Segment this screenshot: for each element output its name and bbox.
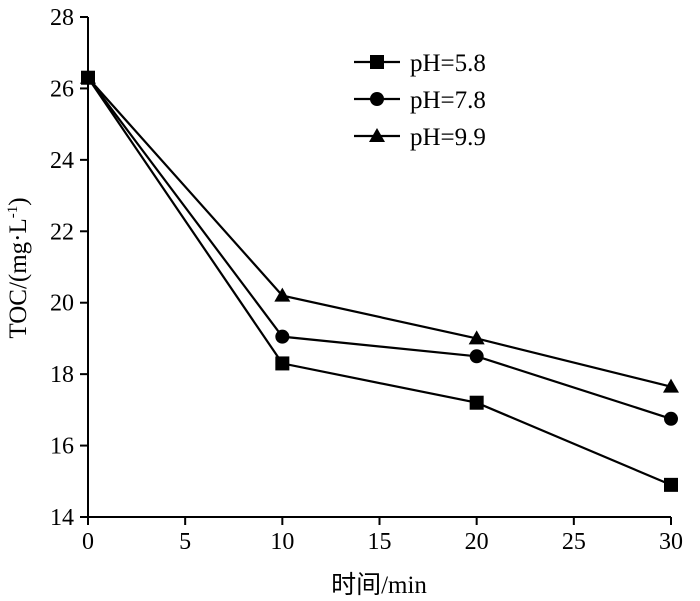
legend-label: pH=5.8 bbox=[410, 50, 486, 77]
y-tick-label: 28 bbox=[50, 5, 74, 31]
x-axis-label: 时间/min bbox=[331, 571, 427, 599]
series-layer bbox=[80, 69, 679, 492]
x-tick-label: 10 bbox=[270, 529, 294, 555]
y-tick-label: 16 bbox=[50, 434, 74, 460]
x-tick-label: 30 bbox=[659, 529, 683, 555]
axes bbox=[87, 17, 671, 518]
data-point-circle bbox=[469, 349, 484, 364]
data-point-circle bbox=[664, 411, 678, 426]
y-tick-label: 14 bbox=[50, 505, 74, 531]
legend-label: pH=7.8 bbox=[410, 87, 486, 114]
x-tick-label: 5 bbox=[179, 529, 191, 555]
y-axis-label: TOC/(mg·L-1) bbox=[5, 197, 32, 338]
y-axis-label-superscript: -1 bbox=[5, 206, 21, 219]
series-line bbox=[87, 76, 672, 388]
data-point-square bbox=[275, 356, 290, 371]
x-tick-label: 0 bbox=[82, 529, 94, 555]
legend-marker-circle bbox=[370, 92, 384, 106]
series-square bbox=[81, 70, 678, 492]
x-ticks: 0 5 10 15 20 25 30 bbox=[82, 517, 683, 555]
data-point-circle bbox=[275, 329, 290, 344]
series-line bbox=[87, 77, 672, 486]
y-tick-label: 26 bbox=[50, 76, 74, 102]
y-tick-label: 18 bbox=[50, 362, 74, 388]
y-tick-label: 20 bbox=[50, 291, 74, 317]
y-tick-label: 24 bbox=[50, 148, 74, 174]
series-circle bbox=[81, 70, 678, 426]
y-axis-label-close: ) bbox=[5, 197, 32, 205]
data-point-triangle bbox=[663, 378, 679, 393]
y-axis-label-main: TOC/(mg·L bbox=[5, 218, 32, 338]
data-point-triangle bbox=[468, 330, 485, 345]
x-tick-label: 20 bbox=[465, 529, 489, 555]
y-ticks: 14 16 18 20 22 24 26 28 bbox=[50, 5, 88, 531]
legend-item: pH=5.8 bbox=[354, 50, 486, 77]
legend-item: pH=9.9 bbox=[354, 124, 486, 151]
data-point-triangle bbox=[274, 287, 291, 302]
data-point-triangle bbox=[80, 69, 96, 84]
data-point-square bbox=[664, 477, 678, 492]
legend-label: pH=9.9 bbox=[410, 124, 486, 151]
data-point-square bbox=[469, 395, 484, 410]
legend-marker-square bbox=[370, 55, 384, 69]
legend-marker-triangle bbox=[369, 128, 385, 142]
series-line bbox=[87, 77, 672, 420]
legend-item: pH=7.8 bbox=[354, 87, 486, 114]
x-tick-label: 15 bbox=[368, 529, 392, 555]
series-triangle bbox=[80, 69, 679, 393]
y-tick-label: 22 bbox=[50, 219, 74, 245]
legend: pH=5.8 pH=7.8 pH=9.9 bbox=[354, 50, 486, 151]
x-tick-label: 25 bbox=[562, 529, 586, 555]
